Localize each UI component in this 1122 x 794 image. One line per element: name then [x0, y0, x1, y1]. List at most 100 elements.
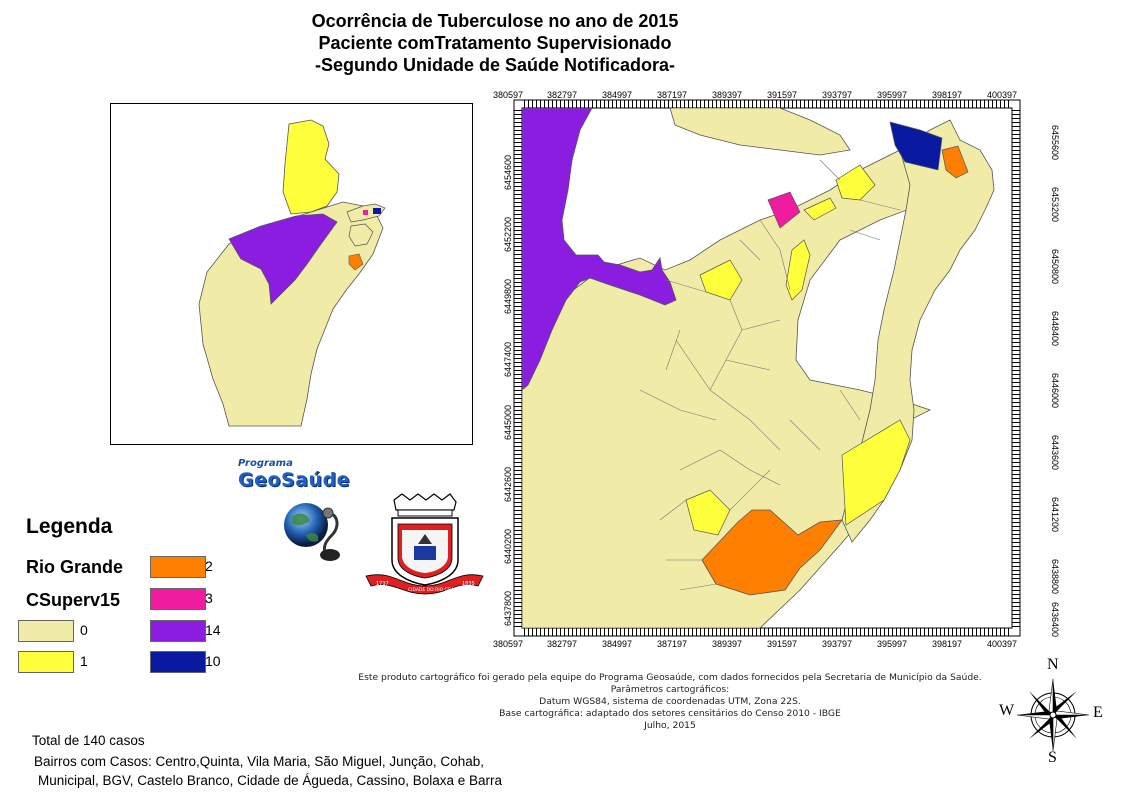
main-map-frame: [480, 90, 1055, 650]
grid-label-right-8: 6438800: [1050, 559, 1060, 595]
grid-label-left-3: 6449800: [503, 278, 513, 314]
legend-swatch-14: [150, 620, 206, 642]
grid-label-left-4: 6447400: [503, 341, 513, 377]
map-region-orange-ne: [941, 145, 969, 179]
total-cases: Total de 140 casos: [32, 733, 145, 748]
legend-label-0: 0: [80, 622, 88, 638]
legend-swatch-3: [150, 588, 206, 610]
geosaude-logo: Programa GeoSaúde: [238, 458, 350, 491]
legend-layer-csuperv15: CSuperv15: [26, 590, 121, 610]
legend-label-14: 14: [205, 622, 221, 638]
overview-pink-spot: [363, 210, 368, 215]
crest-year-left: 1737: [376, 581, 389, 587]
grid-label-top-6: 391597: [767, 90, 798, 100]
grid-label-left-5: 6445000: [503, 404, 513, 440]
overview-map: [198, 119, 386, 427]
grid-label-bottom-8: 395997: [877, 639, 908, 649]
map-region-north-island: [669, 108, 851, 156]
grid-label-right-1: 6455600: [1050, 125, 1060, 161]
grid-label-bottom-1: 380597: [493, 639, 524, 649]
map-title: Ocorrência de Tuberculose no ano de 2015…: [255, 10, 735, 76]
grid-label-right-7: 6441200: [1050, 497, 1060, 533]
grid-label-left-6: 6442600: [503, 466, 513, 502]
bairros-list: Bairros com Casos: Centro,Quinta, Vila M…: [34, 752, 502, 790]
crest-year-right: 1835: [462, 581, 475, 587]
legend-label-10: 10: [205, 653, 221, 669]
grid-label-top-8: 395997: [877, 90, 908, 100]
grid-label-bottom-4: 387197: [657, 639, 688, 649]
grid-label-bottom-5: 389397: [712, 639, 743, 649]
map-region-yellow-1: [699, 259, 743, 301]
grid-label-left-7: 6440200: [503, 528, 513, 564]
legend-label-3: 3: [205, 590, 213, 606]
credits-line-4: Base cartográfica: adaptado dos setores …: [499, 708, 841, 719]
grid-label-right-5: 6446000: [1050, 373, 1060, 409]
map-region-yellow-5: [841, 419, 911, 526]
grid-label-top-5: 389397: [712, 90, 743, 100]
credits-line-5: Julho, 2015: [644, 720, 696, 731]
grid-label-right-2: 6453200: [1050, 187, 1060, 223]
legend-swatch-10: [150, 651, 206, 673]
map-region-yellow-2: [785, 239, 811, 301]
grid-label-top-10: 400397: [987, 90, 1018, 100]
map-region-yellow-6: [685, 489, 731, 536]
map-region-purple-west: [522, 108, 677, 391]
grid-label-bottom-9: 398197: [932, 639, 963, 649]
grid-label-right-3: 6450800: [1050, 249, 1060, 285]
overview-region-purple: [228, 213, 338, 305]
bairros-line-2: Municipal, BGV, Castelo Branco, Cidade d…: [38, 773, 503, 788]
grid-label-right-9: 6436400: [1050, 602, 1060, 638]
grid-label-bottom-10: 400397: [987, 639, 1018, 649]
grid-label-bottom-3: 384997: [602, 639, 633, 649]
grid-label-left-1: 6454600: [503, 154, 513, 190]
legend-title: Legenda: [26, 515, 113, 538]
credits-line-2: Parâmetros cartográficos:: [610, 684, 730, 695]
map-sector-boundaries: [639, 159, 901, 591]
legend-label-2: 2: [205, 558, 213, 574]
overview-map-frame: [110, 103, 473, 445]
compass-rose-icon: [1016, 678, 1090, 752]
grid-label-left-2: 6452200: [503, 216, 513, 252]
grid-label-right-6: 6443600: [1050, 435, 1060, 471]
grid-label-right-4: 6448400: [1050, 311, 1060, 347]
logo-geosaude-text: GeoSaúde: [238, 469, 351, 491]
legend-layer-rio-grande: Rio Grande: [26, 557, 124, 577]
grid-label-bottom-7: 393797: [822, 639, 853, 649]
bairros-line-1: Bairros com Casos: Centro,Quinta, Vila M…: [34, 754, 484, 769]
logo-programa-text: Programa: [238, 458, 293, 469]
overview-islands: [346, 203, 386, 247]
map-region-orange-south: [701, 509, 843, 596]
grid-label-top-1: 380597: [493, 90, 524, 100]
legend-label-1: 1: [80, 653, 88, 669]
credits-line-1: Este produto cartográfico foi gerado pel…: [358, 672, 982, 683]
title-line-1: Ocorrência de Tuberculose no ano de 2015: [311, 11, 679, 31]
main-map: [513, 99, 1021, 637]
compass-e: E: [1093, 704, 1103, 721]
grid-label-top-4: 387197: [657, 90, 688, 100]
legend-swatch-0: [18, 620, 74, 642]
overview-region-north: [282, 119, 340, 215]
map-region-pink: [767, 191, 801, 229]
grid-label-left-8: 6437800: [503, 590, 513, 626]
crest-ribbon-text: CIDADE DO RIO GRANDE: [408, 587, 464, 593]
map-region-blue: [889, 121, 943, 171]
credits-line-3: Datum WGS84, sistema de coordenadas UTM,…: [539, 696, 801, 707]
grid-label-top-7: 393797: [822, 90, 853, 100]
grid-label-bottom-2: 382797: [547, 639, 578, 649]
map-region-yellow-3: [803, 197, 837, 221]
grid-label-top-9: 398197: [932, 90, 963, 100]
map-credits: Este produto cartográfico foi gerado pel…: [300, 672, 1040, 732]
title-line-2: Paciente comTratamento Supervisionado: [318, 33, 672, 53]
compass-w: W: [999, 702, 1015, 719]
city-crest-icon: 1737 CIDADE DO RIO GRANDE 1835: [365, 493, 484, 595]
grid-label-bottom-6: 391597: [767, 639, 798, 649]
legend-swatch-1: [18, 651, 74, 673]
grid-label-top-2: 382797: [547, 90, 578, 100]
globe-icon: [284, 503, 340, 561]
legend-swatch-2: [150, 556, 206, 578]
grid-label-top-3: 384997: [602, 90, 633, 100]
overview-blue-spot: [373, 208, 381, 214]
compass-s: S: [1048, 749, 1057, 766]
compass-n: N: [1047, 656, 1059, 673]
overview-orange-spot: [348, 253, 364, 271]
